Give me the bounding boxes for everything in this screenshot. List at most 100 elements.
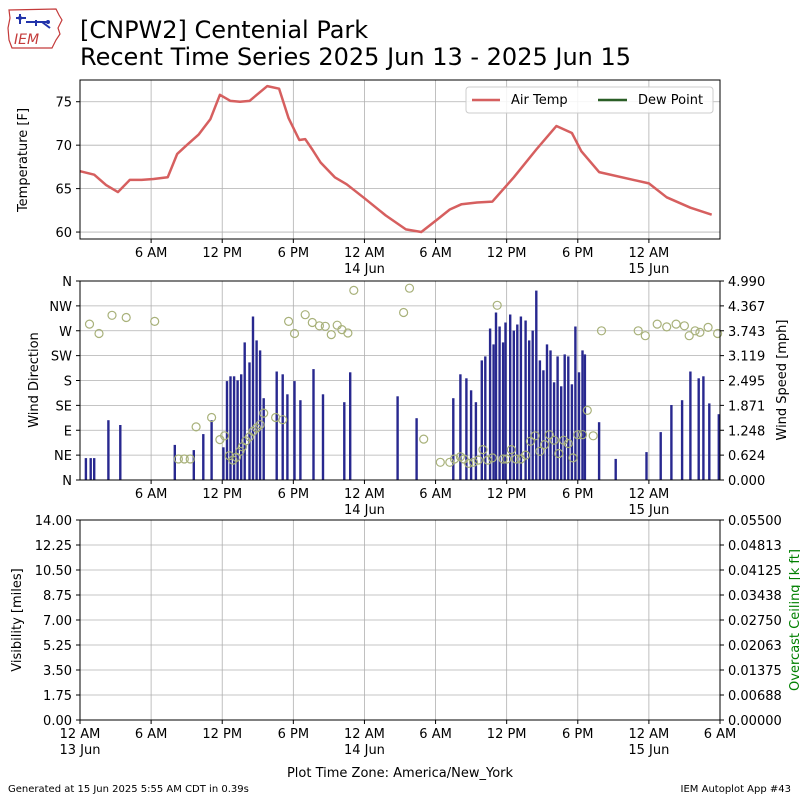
speed-tick-label: 3.743 bbox=[728, 325, 765, 340]
chart-title: [CNPW2] Centenial Park bbox=[80, 16, 369, 44]
app-id: IEM Autoplot App #43 bbox=[680, 784, 791, 795]
ceiling-y-label: Overcast Ceiling [k ft] bbox=[788, 549, 800, 691]
wind-direction-point bbox=[478, 445, 488, 455]
wind-speed-bar bbox=[251, 316, 255, 480]
wind-speed-bar bbox=[93, 458, 96, 480]
wind-direction-point bbox=[343, 328, 353, 338]
wind-direction-point bbox=[549, 435, 559, 445]
wind-speed-bar bbox=[519, 316, 523, 480]
wind-speed-bar bbox=[286, 394, 289, 480]
x-tick-label: 6 PM bbox=[562, 487, 593, 502]
wind-direction-ticks: N NE E SE S SW W NW N bbox=[49, 275, 80, 489]
wind-speed-bar bbox=[531, 330, 534, 480]
wind-speed-bar bbox=[583, 354, 587, 480]
wind-direction-point bbox=[449, 454, 460, 464]
direction-tick-label: N bbox=[62, 474, 72, 489]
wind-speed-bar bbox=[299, 400, 302, 480]
x-tick-sublabel: 15 Jun bbox=[628, 262, 669, 277]
wind-direction-point bbox=[320, 321, 330, 331]
x-tick-label: 6 AM bbox=[135, 246, 168, 261]
wind-direction-point bbox=[535, 446, 545, 456]
wind-direction-point bbox=[539, 440, 550, 450]
speed-tick-label: 1.248 bbox=[728, 424, 765, 439]
x-tick-label: 6 PM bbox=[562, 246, 593, 261]
y-tick-label: 75 bbox=[55, 96, 72, 111]
wind-speed-bar bbox=[452, 398, 455, 480]
wind-speed-bar bbox=[89, 458, 92, 480]
wind-direction-point bbox=[582, 405, 592, 415]
air-temp-line bbox=[79, 84, 713, 234]
wind-speed-bar bbox=[349, 372, 352, 480]
wind-direction-point bbox=[640, 331, 650, 341]
speed-tick-label: 4.990 bbox=[728, 275, 765, 290]
wind-speed-bar bbox=[524, 320, 527, 480]
wind-direction-point bbox=[220, 431, 230, 441]
x-tick-label: 12 PM bbox=[202, 487, 242, 502]
wind-speed-bar bbox=[504, 322, 507, 480]
temperature-y-ticks: 60 65 70 75 bbox=[55, 96, 80, 241]
wind-direction-point bbox=[554, 448, 564, 459]
wind-speed-bar bbox=[321, 394, 325, 480]
wind-speed-bar bbox=[659, 432, 662, 480]
wind-direction-point bbox=[419, 434, 429, 444]
x-tick-label: 12 PM bbox=[487, 727, 527, 742]
wind-speed-bar bbox=[222, 447, 225, 480]
wind-speed-bar bbox=[484, 356, 487, 480]
x-tick-sublabel: 14 Jun bbox=[344, 503, 385, 518]
wind-direction-point bbox=[487, 453, 497, 463]
wind-direction-point bbox=[107, 310, 117, 320]
wind-direction-point bbox=[337, 325, 347, 335]
wind-direction-point bbox=[349, 285, 359, 295]
wind-direction-point bbox=[588, 431, 598, 441]
wind-speed-bar bbox=[243, 342, 246, 480]
speed-tick-label: 2.495 bbox=[728, 375, 765, 390]
speed-tick-label: 0.624 bbox=[728, 449, 765, 464]
x-tick-sublabel: 14 Jun bbox=[344, 262, 385, 277]
wind-speed-bar bbox=[549, 350, 552, 480]
wind-direction-point bbox=[84, 319, 95, 329]
wind-direction-point bbox=[207, 412, 217, 423]
visibility-grid bbox=[79, 519, 721, 721]
wind-speed-bar bbox=[708, 403, 711, 480]
wind-speed-bar bbox=[577, 372, 581, 480]
wind-direction-point bbox=[445, 457, 455, 467]
wind-speed-bar bbox=[415, 418, 418, 480]
wind-direction-point bbox=[464, 458, 474, 468]
wind-direction-point bbox=[399, 307, 409, 318]
x-axis-label: Plot Time Zone: America/New_York bbox=[287, 766, 514, 781]
wind-speed-bar bbox=[232, 376, 236, 480]
wind-speed-bar bbox=[229, 376, 232, 480]
wind-direction-point bbox=[662, 322, 672, 332]
wind-direction-point bbox=[563, 438, 573, 449]
wind-speed-bar bbox=[494, 312, 498, 480]
x-tick-label: 6 PM bbox=[278, 487, 309, 502]
wind-speed-bar bbox=[556, 356, 559, 480]
wind-speed-bar bbox=[396, 396, 399, 480]
wind-speed-bar bbox=[480, 360, 483, 480]
x-tick-sublabel: 14 Jun bbox=[344, 743, 385, 758]
wind-direction-point bbox=[596, 326, 607, 336]
ceiling-tick-label: 0.04125 bbox=[728, 564, 782, 579]
wind-direction-point bbox=[703, 322, 713, 332]
wind-direction-point bbox=[235, 446, 245, 456]
wind-speed-bar bbox=[567, 356, 570, 480]
wind-speed-bar bbox=[717, 414, 720, 480]
visibility-tick-label: 3.50 bbox=[43, 664, 72, 679]
x-tick-label: 12 PM bbox=[487, 487, 527, 502]
wind-speed-bar bbox=[225, 381, 229, 480]
wind-speed-bar bbox=[240, 374, 243, 480]
wind-direction-point bbox=[498, 454, 508, 464]
visibility-tick-label: 14.00 bbox=[35, 514, 72, 529]
wind-speed-bar bbox=[516, 324, 519, 480]
wind-speed-bar bbox=[459, 374, 462, 480]
speed-tick-label: 1.871 bbox=[728, 399, 765, 414]
x-tick-label: 12 AM bbox=[60, 727, 101, 742]
x-tick-label: 6 AM bbox=[135, 487, 168, 502]
direction-tick-label: N bbox=[62, 275, 72, 290]
wind-direction-point bbox=[520, 450, 531, 460]
wind-direction-point bbox=[530, 431, 540, 441]
direction-tick-label: W bbox=[59, 325, 72, 340]
